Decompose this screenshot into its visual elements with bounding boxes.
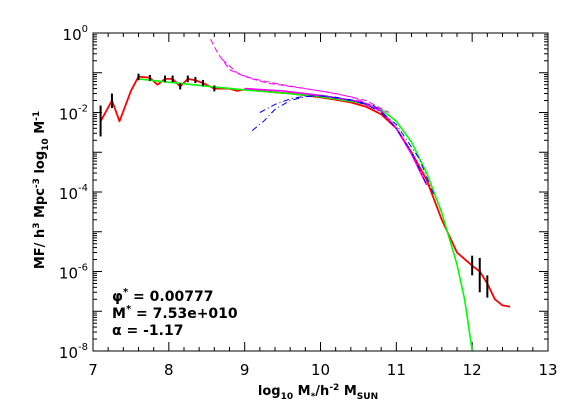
series-group <box>99 38 511 351</box>
x-tick-label: 10 <box>311 361 330 379</box>
series-line-1 <box>99 75 511 308</box>
x-axis-label: log10 M*/h-2 MSUN <box>258 383 378 402</box>
y-tick-label: 10-6 <box>59 263 88 283</box>
x-tick-label: 7 <box>88 361 98 379</box>
plot-frame <box>92 32 549 352</box>
x-tick-label: 9 <box>240 361 250 379</box>
y-tick-label: 10-4 <box>59 183 88 203</box>
series-line-2 <box>138 78 474 351</box>
annotation-alpha: α = -1.17 <box>112 323 183 339</box>
x-tick-label: 11 <box>387 361 406 379</box>
y-axis-label: MF/ h3 Mpc-3 log10 M-1 <box>32 111 51 269</box>
x-tick-label: 12 <box>463 361 482 379</box>
y-tick-label: 10-8 <box>59 342 88 362</box>
series-line-7 <box>259 95 435 197</box>
x-tick-label: 8 <box>164 361 174 379</box>
annotation-m-star: M* = 7.53e+010 <box>112 304 238 322</box>
series-line-6 <box>251 95 428 186</box>
axis-ticks <box>92 33 549 352</box>
error-bars <box>99 73 489 298</box>
y-tick-label: 100 <box>63 24 88 44</box>
annotation-phi-star: φ* = 0.00777 <box>112 287 213 305</box>
y-tick-label: 10-2 <box>59 104 88 124</box>
series-line-3 <box>244 87 428 186</box>
series-line-5 <box>221 58 382 110</box>
tick-labels: 7 8 9 10 11 12 13 100 10-2 10-4 10-6 10-8 <box>59 24 558 379</box>
x-tick-label: 13 <box>538 361 557 379</box>
